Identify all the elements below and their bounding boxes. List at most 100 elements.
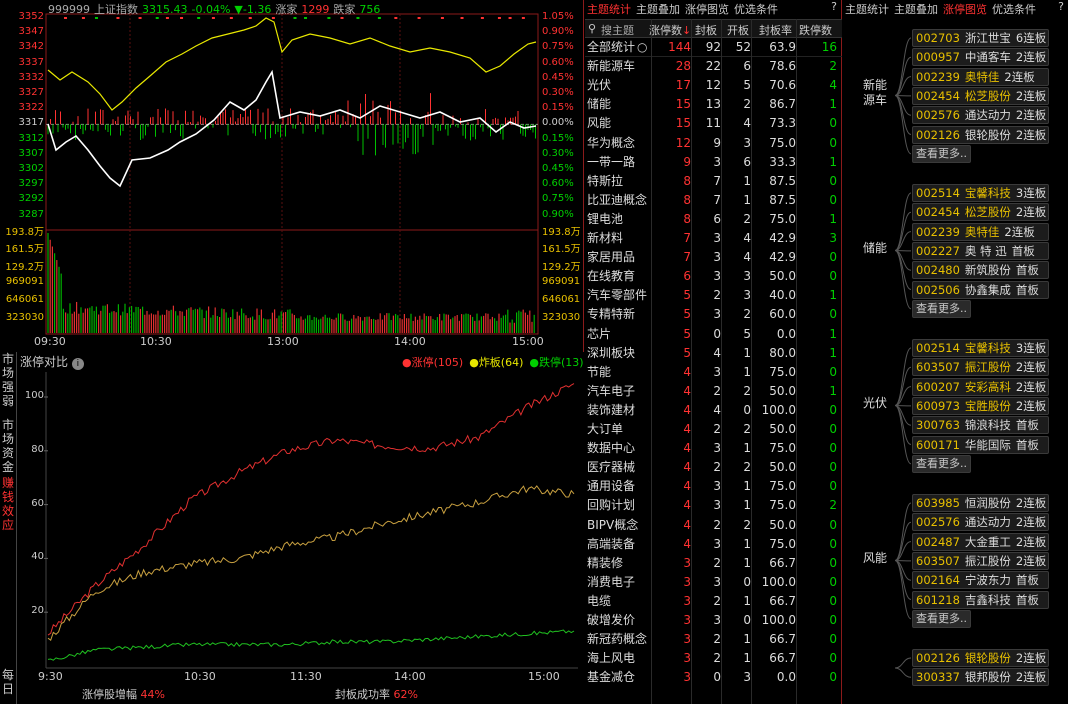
theme-row[interactable]: 节能 4 3 1 75.0 0 [585,363,842,382]
stock-chip[interactable]: 002514 宝馨科技 3连板 [912,339,1049,357]
theme-row[interactable]: 芯片 5 0 5 0.0 1 [585,325,842,344]
theme-tab[interactable]: 优选条件 [734,3,778,16]
side-tab[interactable]: 每日 [1,668,14,696]
theme-row[interactable]: 回购计划 4 3 1 75.0 2 [585,496,842,515]
col-fb[interactable]: 封板 [695,24,717,37]
col-fbl[interactable]: 封板率 [759,24,792,37]
info-icon[interactable]: i [71,358,84,370]
stock-chip[interactable]: 002454 松芝股份 2连板 [912,203,1049,222]
theme-row[interactable]: 新材料 7 3 4 42.9 3 [585,229,842,248]
stock-chip[interactable]: 300763 锦浪科技 首板 [912,416,1049,435]
theme-row[interactable]: 深圳板块 5 4 1 80.0 1 [585,344,842,363]
fb-count: 0 [713,326,721,341]
stock-chip[interactable]: 603985 恒润股份 2连板 [912,494,1049,512]
theme-row[interactable]: 破增发价 3 3 0 100.0 0 [585,611,842,630]
theme-row[interactable]: 锂电池 8 6 2 75.0 1 [585,210,842,229]
overview-tab[interactable]: 主题叠加 [894,3,938,16]
theme-row[interactable]: 风能 15 11 4 73.3 0 [585,114,842,133]
theme-row[interactable]: 特斯拉 8 7 1 87.5 0 [585,172,842,191]
zt-count: 5 [683,288,691,303]
legend-label: 炸板(64) [478,356,524,369]
theme-row[interactable]: 储能 15 13 2 86.7 1 [585,95,842,114]
theme-row[interactable]: 海上风电 3 2 1 66.7 0 [585,649,842,668]
refresh-icon[interactable]: ○ [637,40,648,54]
stock-code: 600171 [916,437,960,452]
stock-chip[interactable]: 002454 松芝股份 2连板 [912,86,1049,105]
stock-chip[interactable]: 002487 大金重工 2连板 [912,532,1049,551]
stock-chip[interactable]: 300337 银邦股份 2连板 [912,668,1049,687]
theme-name: 新能源车 [587,59,636,74]
stock-chip[interactable]: 601218 吉鑫科技 首板 [912,590,1049,609]
theme-tab[interactable]: 主题统计 [587,3,631,16]
theme-row[interactable]: 通用设备 4 3 1 75.0 0 [585,477,842,496]
overview-tab[interactable]: 主题统计 [845,3,889,16]
theme-row[interactable]: 新能源车 28 22 6 78.6 2 [585,57,842,76]
theme-row[interactable]: 消费电子 3 3 0 100.0 0 [585,573,842,592]
index-chart-panel[interactable]: 999999 上证指数 3315.43 -0.04% ▼-1.36 涨家 1299 跌家 756… [0,0,584,352]
theme-row[interactable]: 基金减仓 3 0 3 0.0 0 [585,668,842,687]
theme-row[interactable]: 华为概念 12 9 3 75.0 0 [585,134,842,153]
stock-chip[interactable]: 002227 奥 特 迅首板 [912,241,1049,260]
stock-chip[interactable]: 002514 宝馨科技 3连板 [912,184,1049,202]
stock-chip[interactable]: 002576 通达动力 2连板 [912,513,1049,532]
theme-row[interactable]: 数据中心 4 3 1 75.0 0 [585,439,842,458]
theme-row[interactable]: 全部统计 ○ 144 92 52 63.9 16 [585,38,842,57]
zt-count: 3 [683,613,691,627]
theme-row[interactable]: 高端装备 4 3 1 75.0 0 [585,535,842,554]
stock-chip[interactable]: 603507 振江股份 2连板 [912,358,1049,377]
bracket-curve [894,405,912,465]
zt-count: 5 [683,326,691,341]
theme-row[interactable]: 装饰建材 4 4 0 100.0 0 [585,401,842,420]
stock-chip[interactable]: 002576 通达动力 2连板 [912,106,1049,125]
stock-chip[interactable]: 002480 新筑股份 首板 [912,261,1049,280]
stock-chip[interactable]: 600973 宝胜股份 2连板 [912,396,1049,415]
event-marker [377,17,381,19]
overview-tab[interactable]: 涨停图览 [943,3,987,16]
stock-chip[interactable]: 002126 银轮股份 2连板 [912,649,1049,667]
stock-chip[interactable]: 002506 协鑫集成 首板 [912,280,1049,299]
col-kb[interactable]: 开板 [727,24,749,37]
overview-help-icon[interactable]: ? [1058,0,1064,13]
view-more-button[interactable]: 查看更多.. [912,454,971,473]
search-icon[interactable]: ⚲ [588,22,597,35]
theme-row[interactable]: 新冠药概念 3 2 1 66.7 0 [585,630,842,649]
stock-chip[interactable]: 600171 华能国际 首板 [912,435,1049,454]
theme-row[interactable]: 专精特新 5 3 2 60.0 0 [585,305,842,324]
theme-tab[interactable]: 涨停图览 [685,3,729,16]
theme-row[interactable]: 医疗器械 4 2 2 50.0 0 [585,458,842,477]
view-more-button[interactable]: 查看更多.. [912,144,971,163]
stock-chip[interactable]: 002164 宁波东力 首板 [912,571,1049,590]
stock-chip[interactable]: 002239 奥特佳 2连板 [912,222,1049,241]
theme-row[interactable]: 汽车零部件 5 2 3 40.0 1 [585,286,842,305]
col-dt[interactable]: 跌停数 [799,24,832,37]
side-tab[interactable]: 市场资金 [1,418,14,474]
stock-chip[interactable]: 002703 浙江世宝 6连板 [912,29,1049,47]
side-tab[interactable]: 赚钱效应 [1,476,14,532]
theme-row[interactable]: 家居用品 7 3 4 42.9 0 [585,248,842,267]
theme-row[interactable]: 光伏 17 12 5 70.6 4 [585,76,842,95]
theme-tab[interactable]: 主题叠加 [636,3,680,16]
theme-row[interactable]: 精装修 3 2 1 66.7 0 [585,554,842,573]
theme-row[interactable]: 电缆 3 2 1 66.7 0 [585,592,842,611]
stock-chip[interactable]: 600207 安彩高科 2连板 [912,377,1049,396]
theme-row[interactable]: 汽车电子 4 2 2 50.0 1 [585,382,842,401]
fb-count: 7 [713,173,721,188]
theme-name: 深圳板块 [587,345,636,360]
col-zt[interactable]: 涨停数↓ [649,22,691,38]
view-more-button[interactable]: 查看更多.. [912,609,971,628]
stock-chip[interactable]: 002126 银轮股份 2连板 [912,125,1049,144]
stock-chip[interactable]: 002239 奥特佳 2连板 [912,67,1049,86]
theme-row[interactable]: 比亚迪概念 8 7 1 87.5 0 [585,191,842,210]
view-more-button[interactable]: 查看更多.. [912,299,971,318]
stock-code: 002454 [916,205,960,220]
theme-row[interactable]: 一带一路 9 3 6 33.3 1 [585,153,842,172]
theme-search-input[interactable]: 搜主题 [601,24,634,37]
theme-row[interactable]: BIPV概念 4 2 2 50.0 0 [585,516,842,535]
stock-chip[interactable]: 603507 振江股份 2连板 [912,551,1049,570]
help-icon[interactable]: ? [831,0,837,13]
theme-row[interactable]: 在线教育 6 3 3 50.0 0 [585,267,842,286]
side-tab[interactable]: 市场强弱 [1,352,14,408]
stock-chip[interactable]: 000957 中通客车 2连板 [912,48,1049,67]
theme-row[interactable]: 大订单 4 2 2 50.0 0 [585,420,842,439]
overview-tab[interactable]: 优选条件 [992,3,1036,16]
